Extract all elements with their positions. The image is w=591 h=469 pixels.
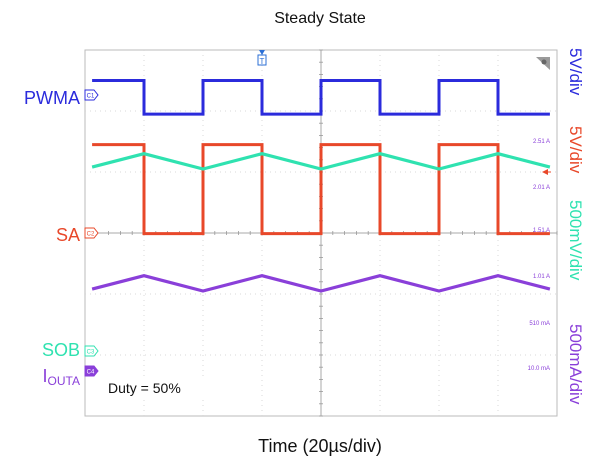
current-scale-label: 2.51 A (533, 139, 550, 145)
current-scale-label: 1.01 A (533, 274, 550, 280)
iouta-marker-label: C4 (87, 370, 95, 376)
trigger-marker: T (257, 50, 267, 66)
current-scale-label: 1.51 A (533, 228, 550, 234)
trace-iouta (91, 274, 551, 293)
trigger-marker-label: T (260, 57, 265, 66)
iouta-scale-label: 500mA/div (566, 324, 585, 405)
sob-label: SOB (41, 340, 80, 360)
duty-annotation: Duty = 50% (108, 380, 181, 396)
pwma-marker: C1 (84, 89, 99, 101)
x-axis-label: Time (20µs/div) (258, 436, 382, 456)
iouta-marker: C4 (84, 365, 99, 377)
duty-annotation-box: Duty = 50% (104, 376, 204, 398)
sob-marker-label: C3 (87, 350, 95, 356)
sob-scale-label: 500mV/div (566, 200, 585, 281)
pwma-label: PWMA (24, 88, 80, 108)
pwma-marker-label: C1 (87, 94, 95, 100)
trace-sob (91, 152, 551, 171)
iouta-label-sub: OUTA (47, 374, 80, 388)
chart-title: Steady State (274, 10, 366, 27)
current-scale-labels: 2.51 A 2.01 A 1.51 A 1.01 A 510 mA 10.0 mA (528, 139, 550, 372)
sa-scale-label: 5V/div (566, 126, 585, 174)
channel-markers: C1 C2 C3 C4 (84, 89, 99, 377)
current-scale-label: 2.01 A (533, 185, 550, 191)
iouta-label: IOUTA (0, 366, 80, 388)
current-scale-label: 510 mA (529, 321, 550, 327)
iouta-label-main: I (42, 366, 48, 386)
current-arrow-icon (542, 169, 548, 175)
sa-marker: C2 (84, 227, 99, 239)
top-right-marker (536, 57, 550, 70)
sa-marker-label: C2 (87, 232, 95, 238)
pwma-scale-label: 5V/div (566, 48, 585, 96)
sob-marker: C3 (84, 345, 99, 357)
traces (91, 79, 551, 293)
current-scale-label: 10.0 mA (528, 366, 550, 372)
trace-pwma (92, 79, 550, 116)
sa-label: SA (55, 225, 80, 245)
